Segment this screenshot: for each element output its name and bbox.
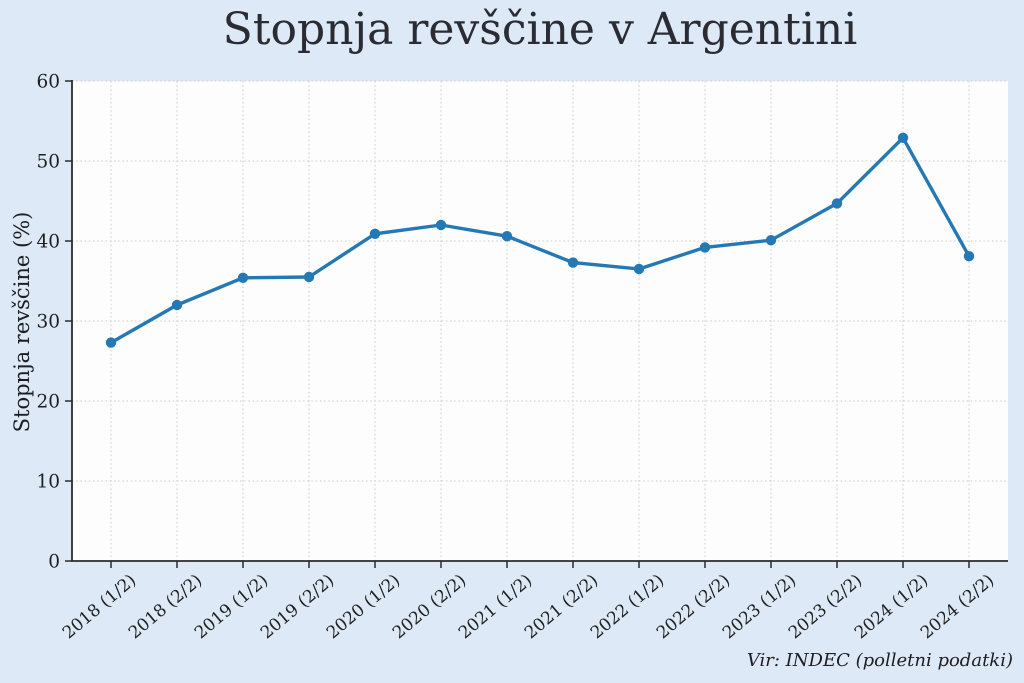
data-point <box>699 242 711 253</box>
y-tick-label: 60 <box>36 72 60 93</box>
data-point <box>237 272 249 283</box>
data-point <box>963 251 975 262</box>
data-point <box>567 257 579 268</box>
data-point <box>435 219 447 231</box>
y-tick-label: 0 <box>48 552 60 573</box>
data-point <box>303 271 315 283</box>
data-point <box>171 299 183 311</box>
y-tick-label: 50 <box>36 152 60 173</box>
y-tick-label: 30 <box>36 312 60 333</box>
data-point <box>765 235 777 246</box>
chart-title: Stopnja revščine v Argentini <box>222 4 858 55</box>
y-tick-label: 10 <box>36 472 60 493</box>
data-line <box>109 136 971 345</box>
plot-area <box>72 81 1008 561</box>
data-point <box>369 228 381 239</box>
source-note: Vir: INDEC (polletni podatki) <box>746 650 1013 671</box>
data-point <box>831 198 843 209</box>
data-point <box>897 132 909 143</box>
data-point <box>633 263 645 275</box>
y-tick-label: 40 <box>36 232 60 253</box>
x-tick-label: 2024 (2/2) <box>917 571 998 644</box>
data-point <box>501 231 513 242</box>
y-tick-label: 20 <box>36 392 60 413</box>
data-point <box>105 337 117 348</box>
